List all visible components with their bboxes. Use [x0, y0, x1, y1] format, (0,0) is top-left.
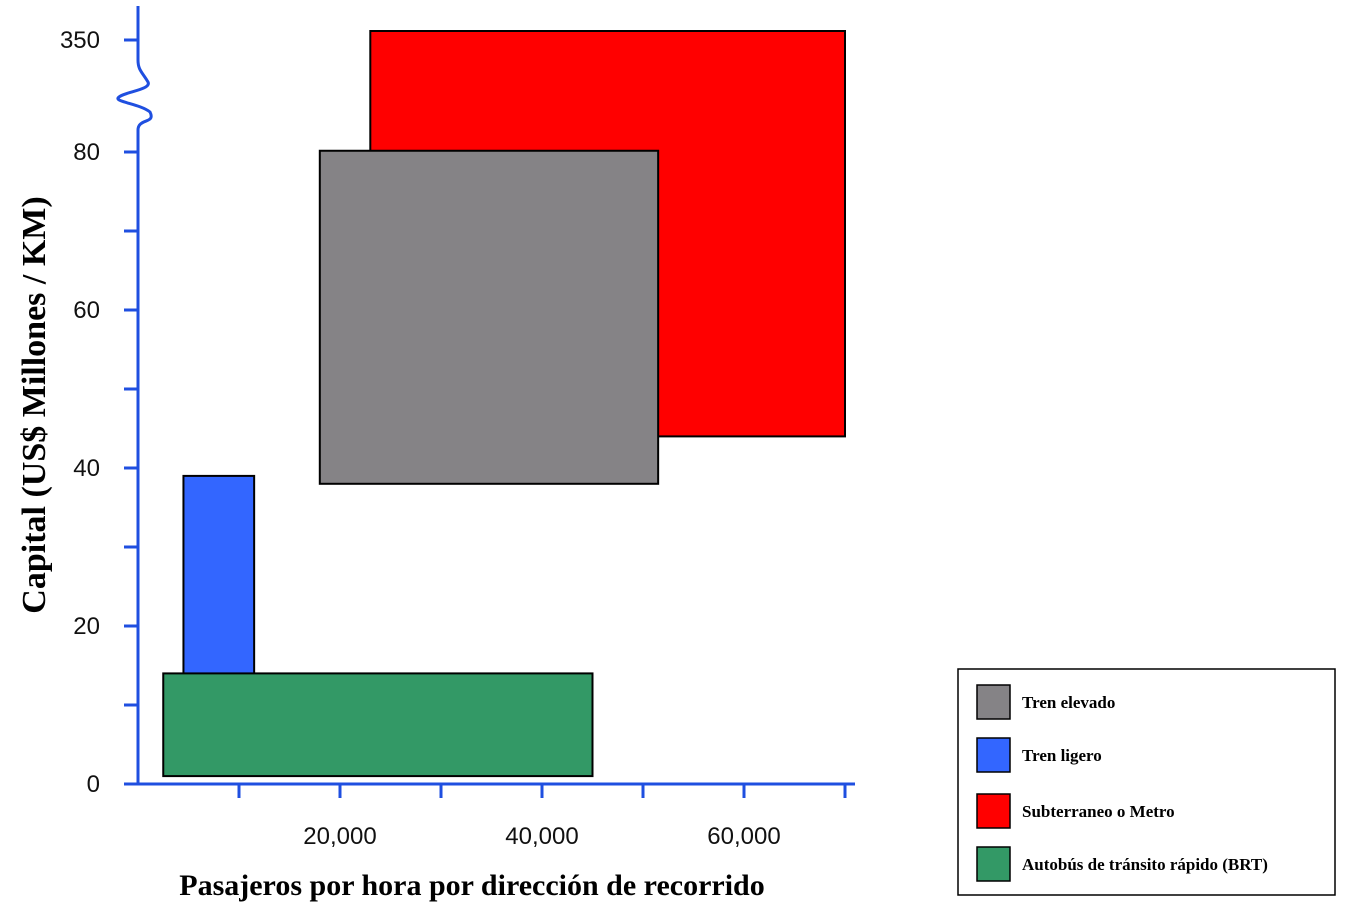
- labels-layer: 20,000 40,000 60,000 0 20 40 60 80 350: [60, 27, 781, 850]
- legend-label-tren-elevado: Tren elevado: [1022, 693, 1115, 712]
- x-tick-label: 60,000: [707, 823, 780, 850]
- legend-swatch-autobus-de-transito-rapido-brt: [976, 846, 1011, 882]
- y-tick-label: 60: [73, 297, 100, 324]
- y-tick-label: 80: [73, 139, 100, 166]
- legend-label-tren-ligero: Tren ligero: [1022, 746, 1102, 765]
- legend-label-autobus-de-transito-rapido-brt: Autobús de tránsito rápido (BRT): [1022, 855, 1268, 874]
- legend-box: [957, 668, 1336, 896]
- bar-tren-elevado: [318, 149, 660, 485]
- bars-layer: [162, 30, 846, 778]
- y-tick-label: 40: [73, 455, 100, 482]
- bar-tren-ligero: [182, 474, 256, 691]
- x-axis-title: Pasajeros por hora por dirección de reco…: [179, 869, 764, 902]
- y-tick-label: 0: [87, 771, 100, 798]
- legend-swatch-subterraneo-o-metro: [976, 793, 1011, 829]
- bar-autobus-de-transito-rapido-brt: [162, 672, 594, 778]
- axes-layer: [116, 6, 855, 798]
- y-axis-line: [116, 6, 153, 784]
- x-tick-label: 20,000: [303, 823, 376, 850]
- legend-swatch-tren-elevado: [976, 684, 1011, 720]
- x-tick-label: 40,000: [505, 823, 578, 850]
- y-tick-label: 20: [73, 613, 100, 640]
- y-axis-title: Capital (US$ Millones / KM): [16, 196, 53, 613]
- legend: Tren elevado Tren ligero Subterraneo o Met…: [957, 668, 1336, 896]
- y-tick-label: 350: [60, 27, 100, 54]
- legend-swatch-tren-ligero: [976, 737, 1011, 773]
- legend-label-subterraneo-o-metro: Subterraneo o Metro: [1022, 802, 1175, 821]
